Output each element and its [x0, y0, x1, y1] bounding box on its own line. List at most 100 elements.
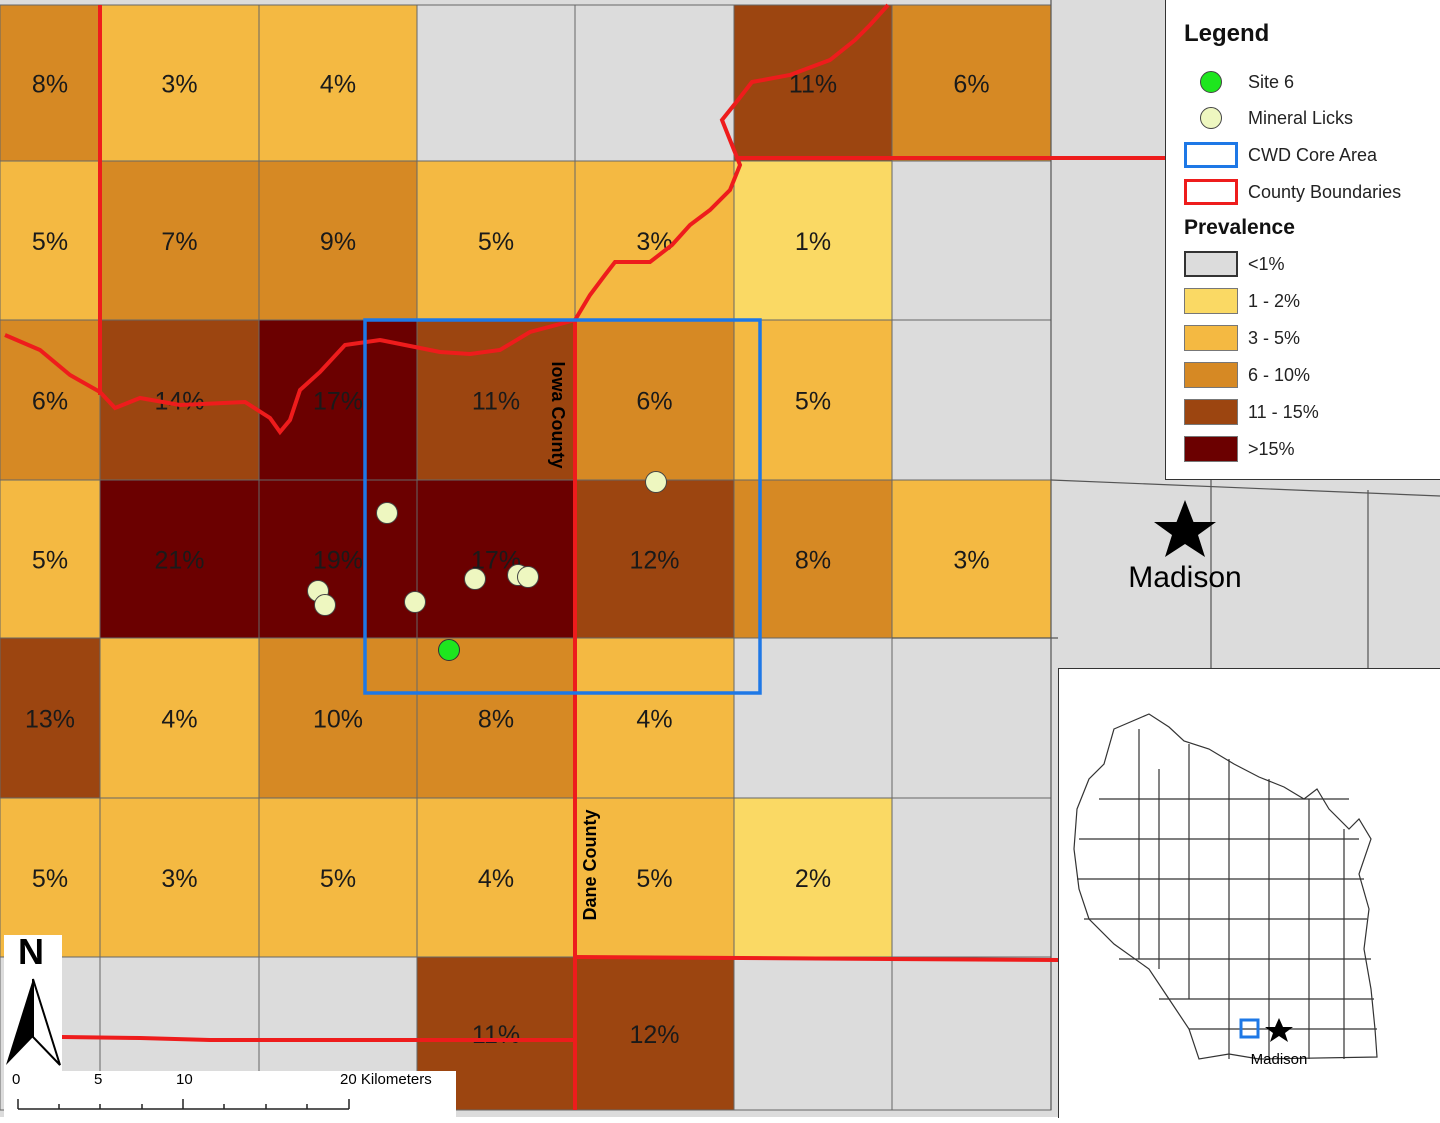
prevalence-cell-label: 8%: [32, 71, 68, 99]
mineral-lick-point[interactable]: [314, 594, 336, 616]
prevalence-cell: [416, 319, 576, 481]
class-swatch-icon: [1184, 325, 1238, 351]
legend-label: Site 6: [1248, 71, 1295, 92]
legend-label: 11 - 15%: [1248, 401, 1319, 422]
class-swatch-icon: [1184, 399, 1238, 425]
prevalence-cell: [574, 479, 735, 639]
prevalence-cell-label: 3%: [636, 228, 672, 256]
prevalence-cell-label: 3%: [161, 865, 197, 893]
legend-panel: Legend Site 6 Mineral Licks CWD Core Are…: [1165, 0, 1440, 480]
prevalence-cell: [0, 160, 101, 321]
prevalence-cell: [574, 956, 735, 1111]
prevalence-cell: [733, 160, 893, 321]
legend-core-area: CWD Core Area: [1184, 141, 1377, 169]
iowa-county-label: Iowa County: [548, 362, 568, 469]
prevalence-cell-label: 17%: [313, 388, 363, 416]
prevalence-cell: [0, 637, 101, 799]
prevalence-cell-label: 6%: [953, 71, 989, 99]
prevalence-cell: [574, 160, 735, 321]
prevalence-cell: [99, 479, 260, 639]
prevalence-cell: [0, 797, 101, 958]
legend-label: Mineral Licks: [1248, 107, 1354, 128]
prevalence-cell-label: 5%: [32, 547, 68, 575]
prevalence-cell-label: 5%: [32, 865, 68, 893]
prevalence-cell-label: 5%: [32, 228, 68, 256]
legend-label: 1 - 2%: [1248, 290, 1301, 311]
prevalence-cell-label: 5%: [320, 865, 356, 893]
prevalence-cell: [733, 956, 893, 1111]
madison-label: Madison: [1128, 561, 1241, 594]
prevalence-cell-label: 8%: [795, 547, 831, 575]
north-label: N: [18, 931, 44, 972]
prevalence-cell: [891, 160, 1052, 321]
lick-dot-icon: [1200, 107, 1222, 129]
prevalence-cell-label: 11%: [472, 1021, 520, 1049]
prevalence-cell: [99, 4, 260, 162]
prevalence-cell-label: 11%: [789, 71, 837, 99]
prevalence-cell-label: 13%: [25, 706, 75, 734]
prevalence-cell-label: 6%: [636, 388, 672, 416]
prevalence-cell: [258, 160, 418, 321]
prevalence-cell-label: 5%: [636, 865, 672, 893]
mineral-lick-point[interactable]: [517, 566, 539, 588]
prevalence-cell-label: 6%: [32, 388, 68, 416]
mineral-lick-point[interactable]: [464, 568, 486, 590]
prevalence-cell: [258, 797, 418, 958]
legend-label: >15%: [1248, 438, 1295, 459]
prevalence-cell-label: 7%: [161, 228, 197, 256]
scale-tick-label: 0: [12, 1071, 21, 1088]
class-swatch-icon: [1184, 288, 1238, 314]
prevalence-cell-label: 11%: [472, 388, 520, 416]
prevalence-cell: [891, 797, 1052, 958]
prevalence-cell: [416, 4, 576, 162]
site-6-point[interactable]: [438, 639, 460, 661]
prevalence-cell: [891, 637, 1052, 799]
legend-label: County Boundaries: [1248, 181, 1402, 202]
prevalence-cell: [891, 319, 1052, 481]
prevalence-cell: [416, 797, 576, 958]
prevalence-cell: [574, 797, 735, 958]
prevalence-cell: [99, 637, 260, 799]
class-swatch-icon: [1184, 436, 1238, 462]
prevalence-cell-label: 12%: [629, 547, 679, 575]
site-dot-icon: [1200, 71, 1222, 93]
prevalence-cell-label: 8%: [478, 706, 514, 734]
prevalence-cell: [0, 319, 101, 481]
inset-madison-star-icon: [1265, 1018, 1293, 1042]
prevalence-cell: [99, 160, 260, 321]
prevalence-cell: [574, 4, 735, 162]
legend-mineral-licks: Mineral Licks: [1184, 104, 1353, 132]
legend-class: >15%: [1184, 435, 1295, 463]
grid-lines-east: [892, 0, 1440, 1110]
prevalence-cell: [891, 479, 1052, 639]
prevalence-cell: [258, 319, 418, 481]
county-boundaries: [4, 3, 1165, 1110]
legend-county-boundaries: County Boundaries: [1184, 178, 1401, 206]
mineral-lick-point[interactable]: [645, 471, 667, 493]
mineral-lick-point[interactable]: [376, 502, 398, 524]
prevalence-cell-label: 21%: [154, 547, 204, 575]
prevalence-cell-label: 3%: [953, 547, 989, 575]
legend-label: 3 - 5%: [1248, 327, 1301, 348]
scale-tick-label: 10: [176, 1071, 193, 1088]
legend-class: 3 - 5%: [1184, 324, 1300, 352]
legend-class: 1 - 2%: [1184, 287, 1300, 315]
prevalence-cell-label: 5%: [795, 388, 831, 416]
prevalence-cell: [416, 160, 576, 321]
legend-class: <1%: [1184, 250, 1285, 278]
prevalence-cell-label: 1%: [795, 228, 831, 256]
prevalence-cell-label: 2%: [795, 865, 831, 893]
legend-class: 6 - 10%: [1184, 361, 1310, 389]
prevalence-cell-label: 12%: [629, 1021, 679, 1049]
mineral-lick-point[interactable]: [404, 591, 426, 613]
prevalence-cell-label: 4%: [478, 865, 514, 893]
class-swatch-icon: [1184, 362, 1238, 388]
inset-madison-label: Madison: [1251, 1051, 1308, 1068]
prevalence-cell-label: 10%: [313, 706, 363, 734]
north-arrow: N: [4, 931, 62, 1071]
prevalence-cell: [733, 637, 893, 799]
prevalence-cell: [258, 4, 418, 162]
core-area-swatch-icon: [1184, 142, 1238, 168]
prevalence-cell-label: 4%: [161, 706, 197, 734]
legend-label: <1%: [1248, 253, 1285, 274]
